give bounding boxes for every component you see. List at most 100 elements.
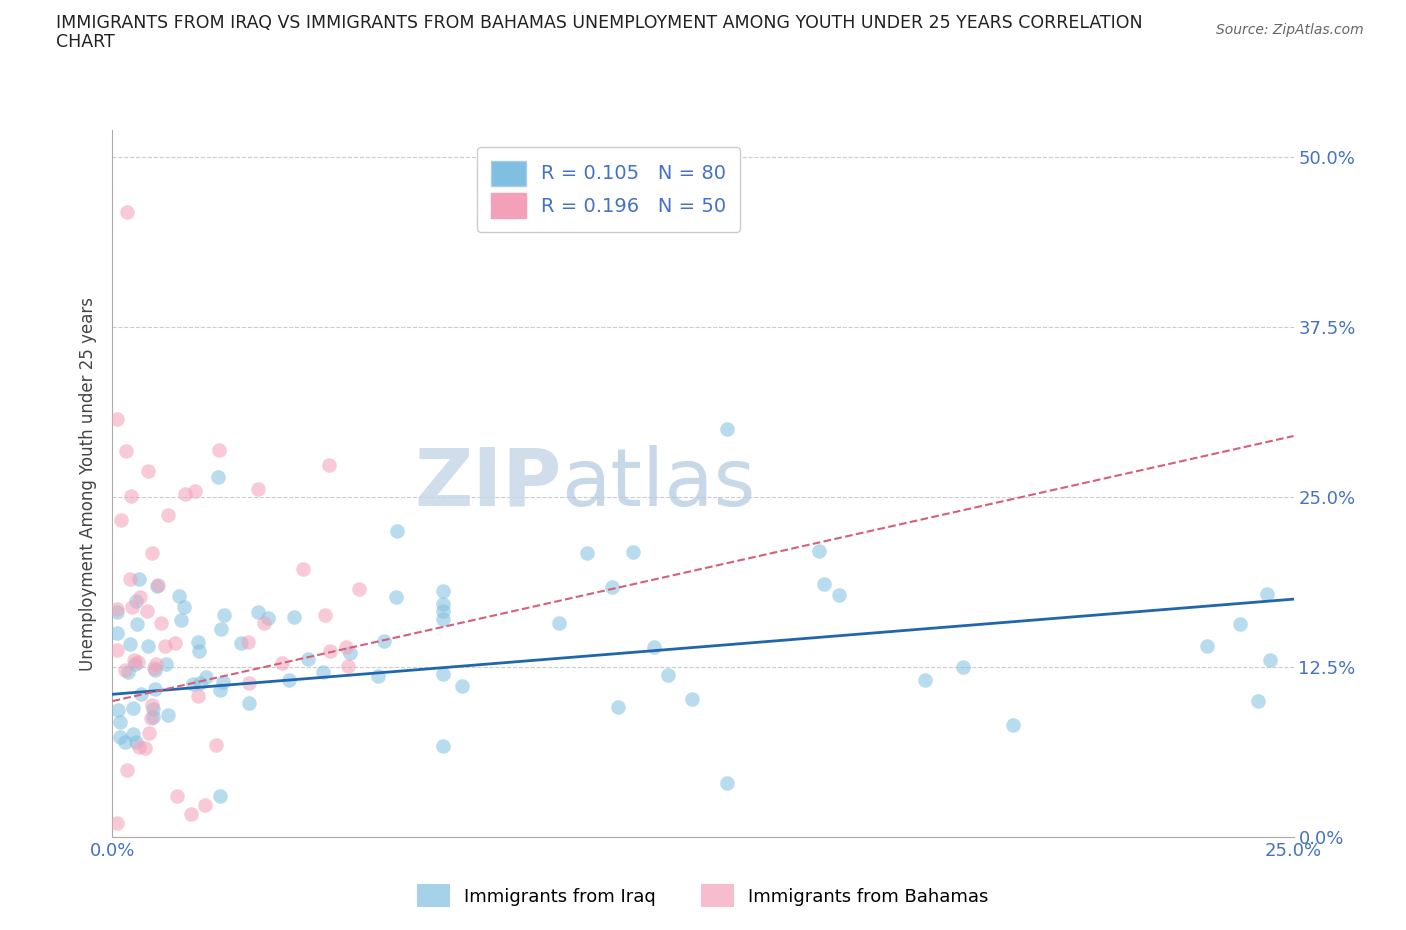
Point [385,590,408,604]
Point [115,205,138,219]
Point [432,739,454,754]
Point [169,589,191,604]
Point [145,657,167,671]
Point [318,458,340,472]
Point [277,673,299,688]
Point [828,587,851,602]
Point [121,726,143,741]
Point [136,639,159,654]
Point [188,644,211,658]
Point [107,703,129,718]
Point [187,634,209,649]
Point [173,600,195,615]
Point [606,699,628,714]
Point [716,422,738,437]
Point [125,593,148,608]
Text: IMMIGRANTS FROM IRAQ VS IMMIGRANTS FROM BAHAMAS UNEMPLOYMENT AMONG YOUTH UNDER 2: IMMIGRANTS FROM IRAQ VS IMMIGRANTS FROM … [56,14,1143,32]
Point [212,607,235,622]
Point [136,464,159,479]
Point [432,596,454,611]
Point [145,682,167,697]
Point [134,740,156,755]
Point [184,484,207,498]
Point [117,664,139,679]
Point [141,698,163,712]
Point [153,638,176,653]
Point [432,612,454,627]
Point [128,739,150,754]
Text: CHART: CHART [56,33,115,50]
Point [600,580,623,595]
Point [120,489,142,504]
Point [120,637,142,652]
Point [165,635,187,650]
Point [575,545,598,560]
Point [271,655,294,670]
Point [238,675,260,690]
Point [229,636,252,651]
Point [283,609,305,624]
Point [105,643,128,658]
Point [110,730,132,745]
Legend: R = 0.105   N = 80, R = 0.196   N = 50: R = 0.105 N = 80, R = 0.196 N = 50 [477,147,740,232]
Point [1256,587,1278,602]
Point [194,670,217,684]
Point [114,662,136,677]
Point [141,546,163,561]
Point [114,734,136,749]
Point [139,711,162,725]
Point [297,652,319,667]
Point [643,640,665,655]
Point [373,634,395,649]
Point [128,590,150,604]
Point [952,659,974,674]
Point [105,604,128,619]
Point [312,664,335,679]
Point [339,645,361,660]
Point [194,797,217,812]
Point [121,600,143,615]
Point [121,700,143,715]
Point [238,696,260,711]
Point [125,617,148,631]
Point [117,763,139,777]
Point [135,603,157,618]
Point [716,776,738,790]
Point [156,708,179,723]
Point [319,644,342,658]
Point [681,692,703,707]
Point [246,482,269,497]
Point [157,508,180,523]
Point [349,582,371,597]
Point [180,807,202,822]
Point [657,668,679,683]
Text: Source: ZipAtlas.com: Source: ZipAtlas.com [1216,23,1364,37]
Point [432,667,454,682]
Point [207,442,229,457]
Point [212,674,235,689]
Point [914,672,936,687]
Point [143,662,166,677]
Point [142,702,165,717]
Point [314,608,336,623]
Point [108,714,131,729]
Point [105,816,128,830]
Point [181,676,204,691]
Legend: Immigrants from Iraq, Immigrants from Bahamas: Immigrants from Iraq, Immigrants from Ba… [408,875,998,916]
Point [146,578,169,592]
Point [110,512,132,527]
Point [127,654,149,669]
Point [238,634,260,649]
Point [451,678,474,693]
Point [204,737,226,752]
Point [1229,617,1251,631]
Point [122,653,145,668]
Point [1195,639,1218,654]
Point [174,486,197,501]
Point [1001,717,1024,732]
Point [337,658,360,673]
Point [105,412,128,427]
Point [257,611,280,626]
Point [129,686,152,701]
Point [547,616,569,631]
